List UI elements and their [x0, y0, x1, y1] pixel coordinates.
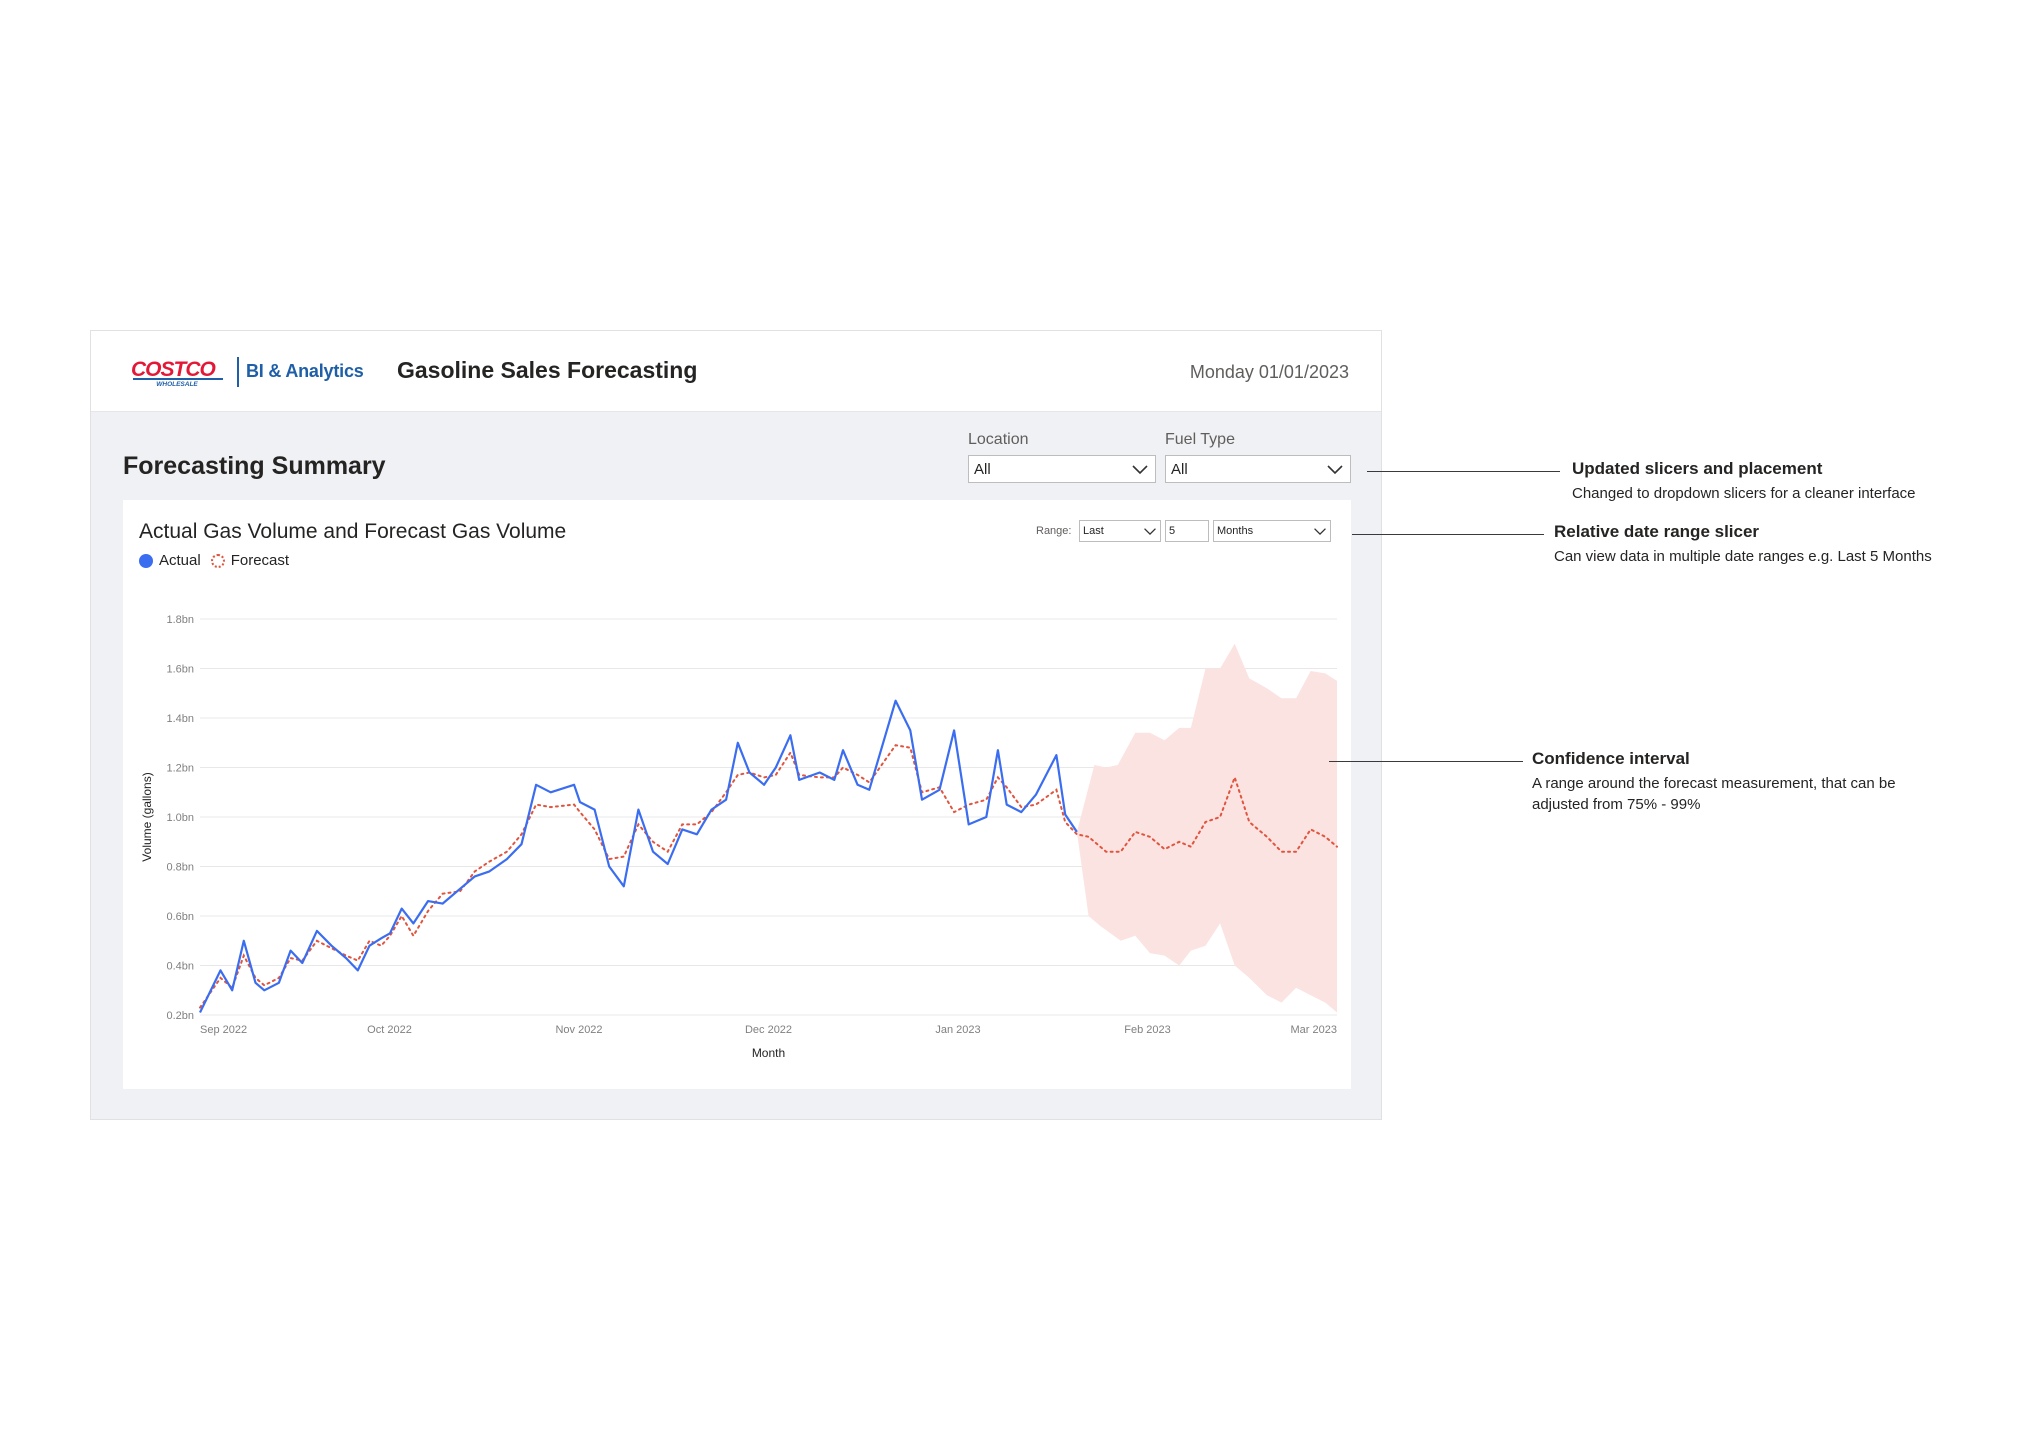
annotation-leader-slicers — [1367, 471, 1560, 472]
y-tick-label: 1.6bn — [166, 664, 194, 676]
range-label: Range: — [1036, 525, 1072, 537]
x-axis-title: Month — [752, 1046, 785, 1060]
costco-logo: COSTCO WHOLESALE — [131, 358, 223, 387]
y-axis-title: Volume (gallons) — [140, 772, 154, 861]
location-slicer-label: Location — [968, 431, 1029, 448]
svg-text:COSTCO: COSTCO — [131, 358, 216, 381]
legend-item-actual[interactable]: Actual — [139, 552, 201, 569]
chevron-down-icon — [1144, 528, 1156, 535]
legend-item-forecast[interactable]: Forecast — [210, 552, 290, 569]
legend-swatch-actual — [139, 553, 153, 568]
annotation-title-range: Relative date range slicer — [1554, 522, 1760, 541]
annotation-title-slicers: Updated slicers and placement — [1572, 459, 1823, 478]
y-tick-label: 0.8bn — [166, 862, 194, 874]
location-dropdown[interactable]: All — [968, 455, 1156, 483]
annotation-desc-confidence: A range around the forecast measurement,… — [1532, 775, 1896, 813]
x-tick-label: Oct 2022 — [367, 1024, 412, 1036]
page-title: Forecasting Summary — [123, 452, 386, 480]
confidence-band — [1076, 643, 1337, 1013]
chevron-down-icon — [1314, 528, 1326, 535]
series-line-forecast — [199, 744, 1338, 1009]
annotation-desc-slicers: Changed to dropdown slicers for a cleane… — [1572, 485, 1916, 502]
chart-title: Actual Gas Volume and Forecast Gas Volum… — [139, 520, 567, 543]
legend-label-actual: Actual — [159, 552, 201, 569]
legend-swatch-forecast — [210, 553, 225, 568]
y-tick-label: 0.2bn — [166, 1010, 194, 1022]
report-header: COSTCO WHOLESALE BI & Analytics Gasoline… — [91, 331, 1381, 412]
y-tick-label: 1.0bn — [166, 812, 194, 824]
legend-label-forecast: Forecast — [230, 552, 290, 569]
x-tick-label: Dec 2022 — [745, 1024, 792, 1036]
fuel-type-dropdown[interactable]: All — [1165, 455, 1351, 483]
range-count-value: 5 — [1169, 525, 1176, 537]
y-tick-label: 0.4bn — [166, 961, 194, 973]
x-tick-label: Mar 2023 — [1291, 1024, 1337, 1036]
y-tick-label: 1.2bn — [166, 763, 194, 775]
y-tick-label: 1.8bn — [166, 614, 194, 626]
x-tick-label: Feb 2023 — [1124, 1024, 1170, 1036]
fuel-type-value: All — [1171, 461, 1188, 478]
range-unit-value: Months — [1217, 525, 1254, 537]
x-tick-label: Nov 2022 — [555, 1024, 602, 1036]
chevron-down-icon — [1327, 465, 1343, 475]
range-mode-value: Last — [1083, 525, 1104, 537]
report-canvas: COSTCO WHOLESALE BI & Analytics Gasoline… — [90, 330, 1382, 1120]
annotation-leader-confidence — [1329, 761, 1523, 762]
range-mode-dropdown[interactable]: Last — [1079, 520, 1161, 542]
y-tick-label: 0.6bn — [166, 911, 194, 923]
fuel-type-slicer-label: Fuel Type — [1165, 431, 1235, 448]
chart-legend: Actual Forecast — [139, 552, 299, 569]
annotation-title-confidence: Confidence interval — [1532, 749, 1690, 768]
logo-divider — [237, 357, 239, 387]
line-chart: 0.2bn 0.4bn 0.6bn 0.8bn 1.0bn 1.2bn 1.4bn 1.6bn… — [140, 614, 1338, 1060]
annotation-desc-range: Can view data in multiple date ranges e.… — [1554, 548, 1932, 565]
y-tick-label: 1.4bn — [166, 713, 194, 725]
report-date: Monday 01/01/2023 — [1189, 362, 1349, 382]
annotation-leader-range — [1352, 534, 1544, 535]
brand-subtitle: BI & Analytics — [246, 361, 364, 381]
svg-text:WHOLESALE: WHOLESALE — [156, 381, 198, 387]
app-title: Gasoline Sales Forecasting — [397, 357, 698, 383]
series-line-actual — [199, 699, 1078, 1013]
chart-card: Actual Gas Volume and Forecast Gas Volum… — [123, 500, 1351, 1089]
x-tick-label: Jan 2023 — [935, 1024, 980, 1036]
range-count-input[interactable]: 5 — [1165, 520, 1209, 542]
x-tick-label: Sep 2022 — [200, 1024, 247, 1036]
location-value: All — [974, 461, 991, 478]
chevron-down-icon — [1132, 465, 1148, 475]
range-unit-dropdown[interactable]: Months — [1213, 520, 1331, 542]
